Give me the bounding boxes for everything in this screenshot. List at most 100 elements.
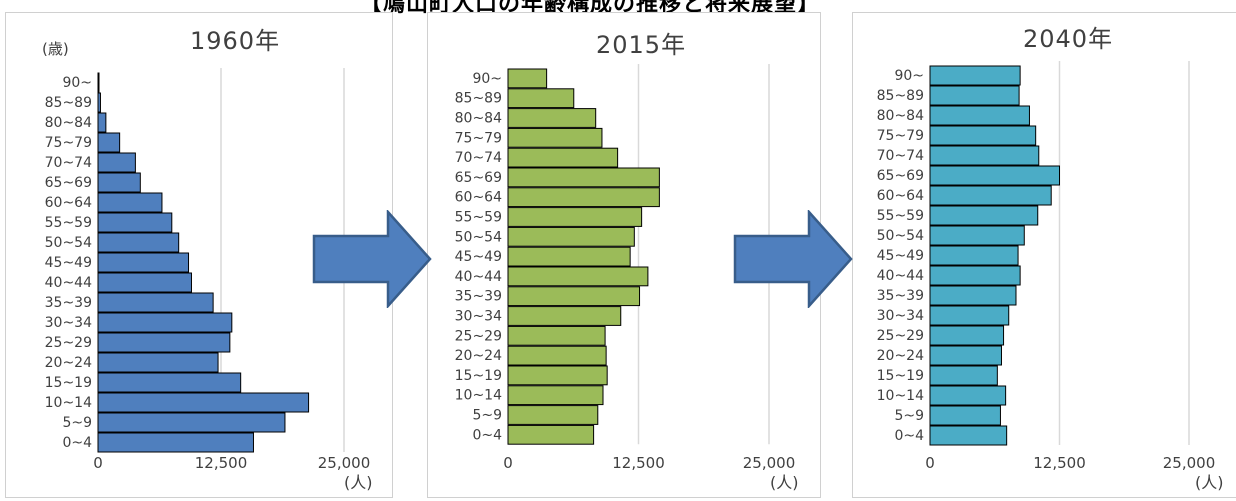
category-label: 15~19 [45,375,92,391]
category-label: 25~29 [455,328,502,344]
category-label: 90~ [472,71,502,87]
category-label: 85~89 [455,91,502,107]
category-label: 90~ [894,68,924,84]
bar [507,306,622,326]
bar [97,72,100,93]
bar [929,285,1017,306]
bar [507,405,599,425]
page-title: 【鳩山町人口の年齢構成の推移と将来展望】 [360,0,821,17]
x-tick-label: 0 [925,454,935,472]
pyramid-panel-2015: 2015年 90~ 85~89 80~84 75~79 70~74 65~69 60~64 5… [427,12,821,498]
category-label: 65~69 [877,168,924,184]
bar [507,226,635,247]
bar [929,165,1060,186]
bar [97,372,242,393]
category-label: 85~89 [877,88,924,104]
category-label: 30~34 [455,309,502,325]
category-label: 30~34 [45,315,92,331]
category-label: 70~74 [45,155,92,171]
category-label: 50~54 [455,229,502,245]
bar [507,365,608,386]
bar [97,352,219,373]
category-label: 80~84 [877,108,924,124]
category-label: 5~9 [894,408,924,424]
category-label: 15~19 [877,368,924,384]
x-tick-label: 12,500 [612,454,665,472]
category-label: 35~39 [455,289,502,305]
category-label: 80~84 [45,115,92,131]
category-label: 10~14 [877,388,924,404]
bar [97,92,101,113]
category-label: 50~54 [877,228,924,244]
bar [97,272,192,293]
bar [97,332,231,353]
category-label: 5~9 [62,415,92,431]
bar [929,85,1020,106]
bar [507,167,660,188]
category-label: 50~54 [45,235,92,251]
right-arrow-icon [733,210,853,308]
category-label: 15~19 [455,368,502,384]
bar [929,225,1025,246]
chart-title-2040: 2040年 [1023,25,1114,53]
bar [507,385,604,406]
bar [97,132,121,153]
bar [97,312,233,333]
category-label: 0~4 [472,427,502,443]
x-tick-label: 0 [93,454,103,472]
category-label: 10~14 [45,395,92,411]
x-tick-label: 12,500 [195,454,248,472]
x-tick-label: 0 [503,454,513,472]
bar [97,192,163,213]
bar [97,232,180,253]
category-label: 65~69 [45,175,92,191]
bar [929,345,1002,366]
bar [507,68,548,89]
bar [507,108,597,128]
bar [929,185,1052,206]
bar [97,172,141,193]
x-unit-label: (人) [344,473,373,492]
x-tick-label: 25,000 [318,454,371,472]
bar [507,127,603,148]
chart-2015: 90~ 85~89 80~84 75~79 70~74 65~69 60~64 55~59 50… [455,64,795,472]
bar [507,147,619,168]
category-label: 80~84 [455,111,502,127]
category-label: 40~44 [45,275,92,291]
bar [929,405,1001,426]
right-arrow-icon [312,210,432,308]
chart-title-1960: 1960年 [190,27,281,55]
category-label: 75~79 [877,128,924,144]
bar [507,325,606,346]
bar [507,187,660,208]
bar [929,145,1040,166]
x-unit-label: (人) [770,473,799,492]
bar [97,112,107,133]
bar [929,425,1008,446]
category-label: 40~44 [877,268,924,284]
category-label: 20~24 [877,348,924,364]
category-label: 20~24 [455,348,502,364]
category-label: 10~14 [455,388,502,404]
bar [929,305,1010,326]
category-label: 75~79 [45,135,92,151]
x-unit-label: (人) [1195,473,1224,492]
category-label: 30~34 [877,308,924,324]
bar [929,65,1021,86]
age-unit-label: (歳) [42,40,69,58]
bar [97,212,173,233]
bar [929,205,1039,226]
bar [97,432,254,453]
category-label: 55~59 [45,215,92,231]
category-label: 65~69 [455,170,502,186]
chart-2040: 90~ 85~89 80~84 75~79 70~74 65~69 60~64 55~59 50… [877,61,1215,472]
category-label: 85~89 [45,95,92,111]
category-label: 20~24 [45,355,92,371]
bar [507,266,649,287]
category-label: 5~9 [472,408,502,424]
category-label: 90~ [62,75,92,91]
bar [507,345,607,366]
bar [507,207,643,227]
bar [97,392,310,413]
category-label: 35~39 [45,295,92,311]
